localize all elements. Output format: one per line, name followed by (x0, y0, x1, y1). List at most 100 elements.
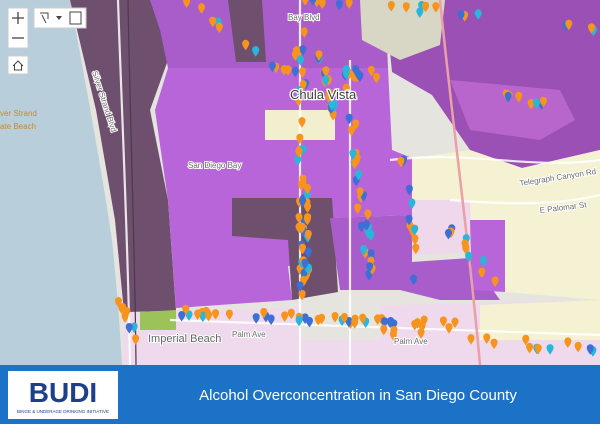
map-pin[interactable] (467, 334, 475, 345)
map-pin[interactable] (183, 0, 191, 8)
map-pin[interactable] (356, 187, 364, 198)
map-pin[interactable] (357, 221, 365, 233)
map-pin[interactable] (292, 46, 300, 57)
map-pin[interactable] (515, 91, 523, 103)
map-pin[interactable] (439, 316, 447, 327)
map-pin[interactable] (295, 212, 303, 224)
map-pin[interactable] (574, 341, 582, 353)
map-pin[interactable] (331, 312, 339, 323)
map-pin[interactable] (483, 333, 491, 344)
map-pin[interactable] (198, 3, 206, 14)
map-pin[interactable] (352, 65, 360, 76)
map-pin[interactable] (349, 149, 357, 160)
map-pin[interactable] (242, 39, 250, 51)
map-pin[interactable] (295, 315, 303, 327)
map-pin[interactable] (364, 209, 372, 220)
map-pin[interactable] (367, 65, 375, 77)
map-pin[interactable] (299, 45, 307, 56)
map-pin[interactable] (564, 337, 572, 348)
map-pin[interactable] (315, 50, 323, 61)
map-pin[interactable] (280, 65, 288, 76)
map-pin[interactable] (322, 75, 330, 87)
select-tool[interactable] (40, 12, 49, 24)
map-pin[interactable] (132, 334, 140, 345)
map-pin[interactable] (380, 324, 388, 336)
map-pin[interactable] (335, 0, 343, 11)
map-pin[interactable] (387, 1, 395, 12)
map-pin[interactable] (205, 310, 213, 322)
map-pin[interactable] (389, 330, 397, 341)
map-pin[interactable] (298, 117, 306, 128)
map-pin[interactable] (411, 224, 419, 236)
map-pin[interactable] (527, 98, 535, 110)
map-pin[interactable] (309, 0, 317, 6)
map-pin[interactable] (408, 198, 416, 209)
map-pin[interactable] (296, 55, 304, 66)
map-pin[interactable] (295, 222, 303, 234)
map-pin[interactable] (300, 27, 308, 38)
map-pin[interactable] (526, 342, 534, 354)
zoom-in[interactable] (12, 12, 24, 24)
map-pin[interactable] (365, 270, 373, 281)
home-button[interactable] (7, 55, 29, 75)
map-pin[interactable] (479, 256, 487, 267)
map-pin[interactable] (252, 313, 260, 324)
map-pin[interactable] (354, 203, 362, 215)
map-pin[interactable] (478, 267, 486, 279)
map-pin[interactable] (301, 0, 309, 6)
map-pin[interactable] (296, 133, 304, 145)
map-pin[interactable] (260, 307, 268, 319)
map-pin[interactable] (345, 0, 353, 9)
map-pin[interactable] (299, 80, 307, 91)
map-pin[interactable] (303, 190, 311, 201)
map-pin[interactable] (474, 9, 482, 20)
map-pin[interactable] (215, 22, 223, 34)
map-pin[interactable] (325, 92, 333, 103)
map-pin[interactable] (291, 66, 299, 78)
dropdown-arrow[interactable] (56, 16, 62, 20)
map-pin[interactable] (340, 312, 348, 324)
map-pin[interactable] (417, 328, 425, 339)
map-pin[interactable] (451, 317, 459, 329)
map-pin[interactable] (298, 289, 306, 301)
map-pin[interactable] (351, 314, 359, 326)
map-pin[interactable] (178, 310, 186, 322)
map-pin[interactable] (225, 309, 233, 320)
map-pin[interactable] (348, 125, 356, 137)
map-pin[interactable] (372, 72, 380, 84)
map-pin[interactable] (252, 46, 260, 57)
map-pin[interactable] (422, 1, 430, 13)
map-pin[interactable] (565, 19, 573, 31)
map-pin[interactable] (199, 311, 207, 323)
map-pin[interactable] (212, 309, 220, 320)
map-pin[interactable] (405, 184, 413, 196)
map-pin[interactable] (359, 313, 367, 325)
map-pin[interactable] (294, 155, 302, 166)
map-pin[interactable] (539, 96, 547, 108)
map-pin[interactable] (299, 243, 307, 255)
map-pin[interactable] (432, 2, 440, 13)
map-pin[interactable] (360, 244, 368, 256)
map-pin[interactable] (444, 228, 452, 240)
map-pin[interactable] (411, 234, 419, 246)
map-pin[interactable] (342, 68, 350, 80)
map-pin[interactable] (301, 258, 309, 270)
map-pin[interactable] (522, 334, 530, 346)
map-pin[interactable] (534, 343, 542, 355)
map-pin[interactable] (345, 113, 353, 125)
map-pin[interactable] (386, 317, 394, 329)
clear-tool[interactable] (69, 11, 82, 25)
map-pin[interactable] (125, 322, 133, 334)
map-pin[interactable] (402, 2, 410, 13)
map-pin[interactable] (268, 61, 276, 73)
map-pin[interactable] (410, 274, 418, 286)
map-pin[interactable] (287, 308, 295, 320)
map-pin[interactable] (465, 251, 473, 263)
map-pin[interactable] (304, 229, 312, 241)
map-pin[interactable] (295, 85, 303, 97)
map-pin[interactable] (303, 183, 311, 195)
map-pin[interactable] (322, 66, 330, 77)
map-pin[interactable] (411, 319, 419, 331)
map-pin[interactable] (351, 158, 359, 169)
map-pin[interactable] (299, 67, 307, 78)
